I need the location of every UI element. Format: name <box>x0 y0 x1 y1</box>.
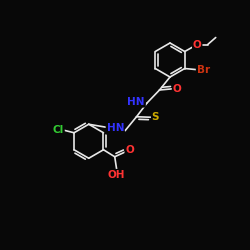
Text: O: O <box>172 84 182 94</box>
Text: HN: HN <box>106 124 124 134</box>
Text: HN: HN <box>128 97 145 107</box>
Text: S: S <box>152 112 159 122</box>
Text: Br: Br <box>197 65 210 75</box>
Text: OH: OH <box>108 170 126 180</box>
Text: Cl: Cl <box>53 125 64 135</box>
Text: O: O <box>125 145 134 155</box>
Text: O: O <box>193 40 202 50</box>
